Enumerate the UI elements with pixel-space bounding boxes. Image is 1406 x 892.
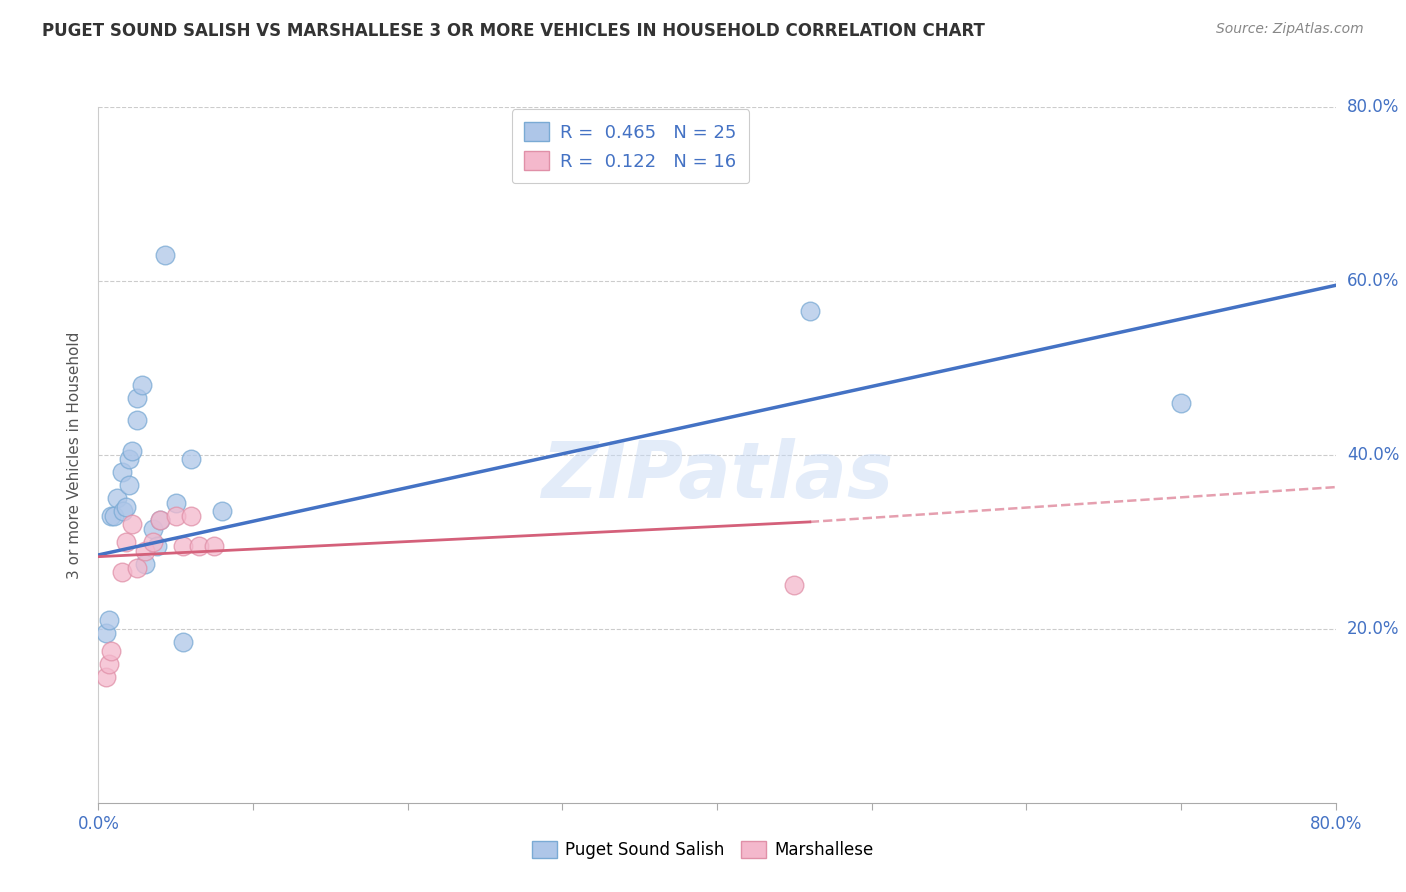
- Point: [204, 539, 226, 553]
- Point: [165, 496, 187, 510]
- Point: [149, 513, 172, 527]
- Point: [134, 557, 156, 571]
- Point: [211, 504, 233, 518]
- Point: [141, 534, 165, 549]
- Point: [127, 392, 149, 406]
- Point: [121, 517, 143, 532]
- Text: PUGET SOUND SALISH VS MARSHALLESE 3 OR MORE VEHICLES IN HOUSEHOLD CORRELATION CH: PUGET SOUND SALISH VS MARSHALLESE 3 OR M…: [42, 22, 986, 40]
- Point: [1170, 396, 1192, 410]
- Point: [100, 508, 122, 523]
- Point: [783, 578, 806, 592]
- Point: [118, 452, 141, 467]
- Point: [96, 626, 118, 640]
- Point: [103, 508, 125, 523]
- Point: [98, 613, 121, 627]
- Point: [180, 452, 202, 467]
- Text: 20.0%: 20.0%: [1347, 620, 1399, 638]
- Point: [118, 478, 141, 492]
- Point: [165, 508, 187, 523]
- Legend: R =  0.465   N = 25, R =  0.122   N = 16: R = 0.465 N = 25, R = 0.122 N = 16: [512, 109, 749, 183]
- Y-axis label: 3 or more Vehicles in Household: 3 or more Vehicles in Household: [67, 331, 83, 579]
- Point: [100, 643, 122, 657]
- Text: Source: ZipAtlas.com: Source: ZipAtlas.com: [1216, 22, 1364, 37]
- Point: [127, 413, 149, 427]
- Point: [111, 566, 132, 580]
- Point: [121, 443, 143, 458]
- Point: [111, 466, 132, 480]
- Point: [149, 513, 172, 527]
- Point: [115, 534, 138, 549]
- Point: [146, 539, 169, 553]
- Point: [172, 635, 194, 649]
- Point: [172, 539, 194, 553]
- Point: [180, 508, 202, 523]
- Point: [131, 378, 153, 392]
- Text: 60.0%: 60.0%: [1347, 272, 1399, 290]
- Point: [96, 670, 118, 684]
- Point: [141, 522, 165, 536]
- Text: ZIPatlas: ZIPatlas: [541, 438, 893, 514]
- Point: [799, 304, 821, 318]
- Point: [112, 504, 135, 518]
- Point: [134, 543, 156, 558]
- Legend: Puget Sound Salish, Marshallese: Puget Sound Salish, Marshallese: [526, 834, 880, 866]
- Point: [105, 491, 128, 506]
- Point: [153, 248, 176, 262]
- Point: [188, 539, 211, 553]
- Point: [127, 561, 149, 575]
- Text: 40.0%: 40.0%: [1347, 446, 1399, 464]
- Text: 80.0%: 80.0%: [1347, 98, 1399, 116]
- Point: [115, 500, 138, 514]
- Point: [98, 657, 121, 671]
